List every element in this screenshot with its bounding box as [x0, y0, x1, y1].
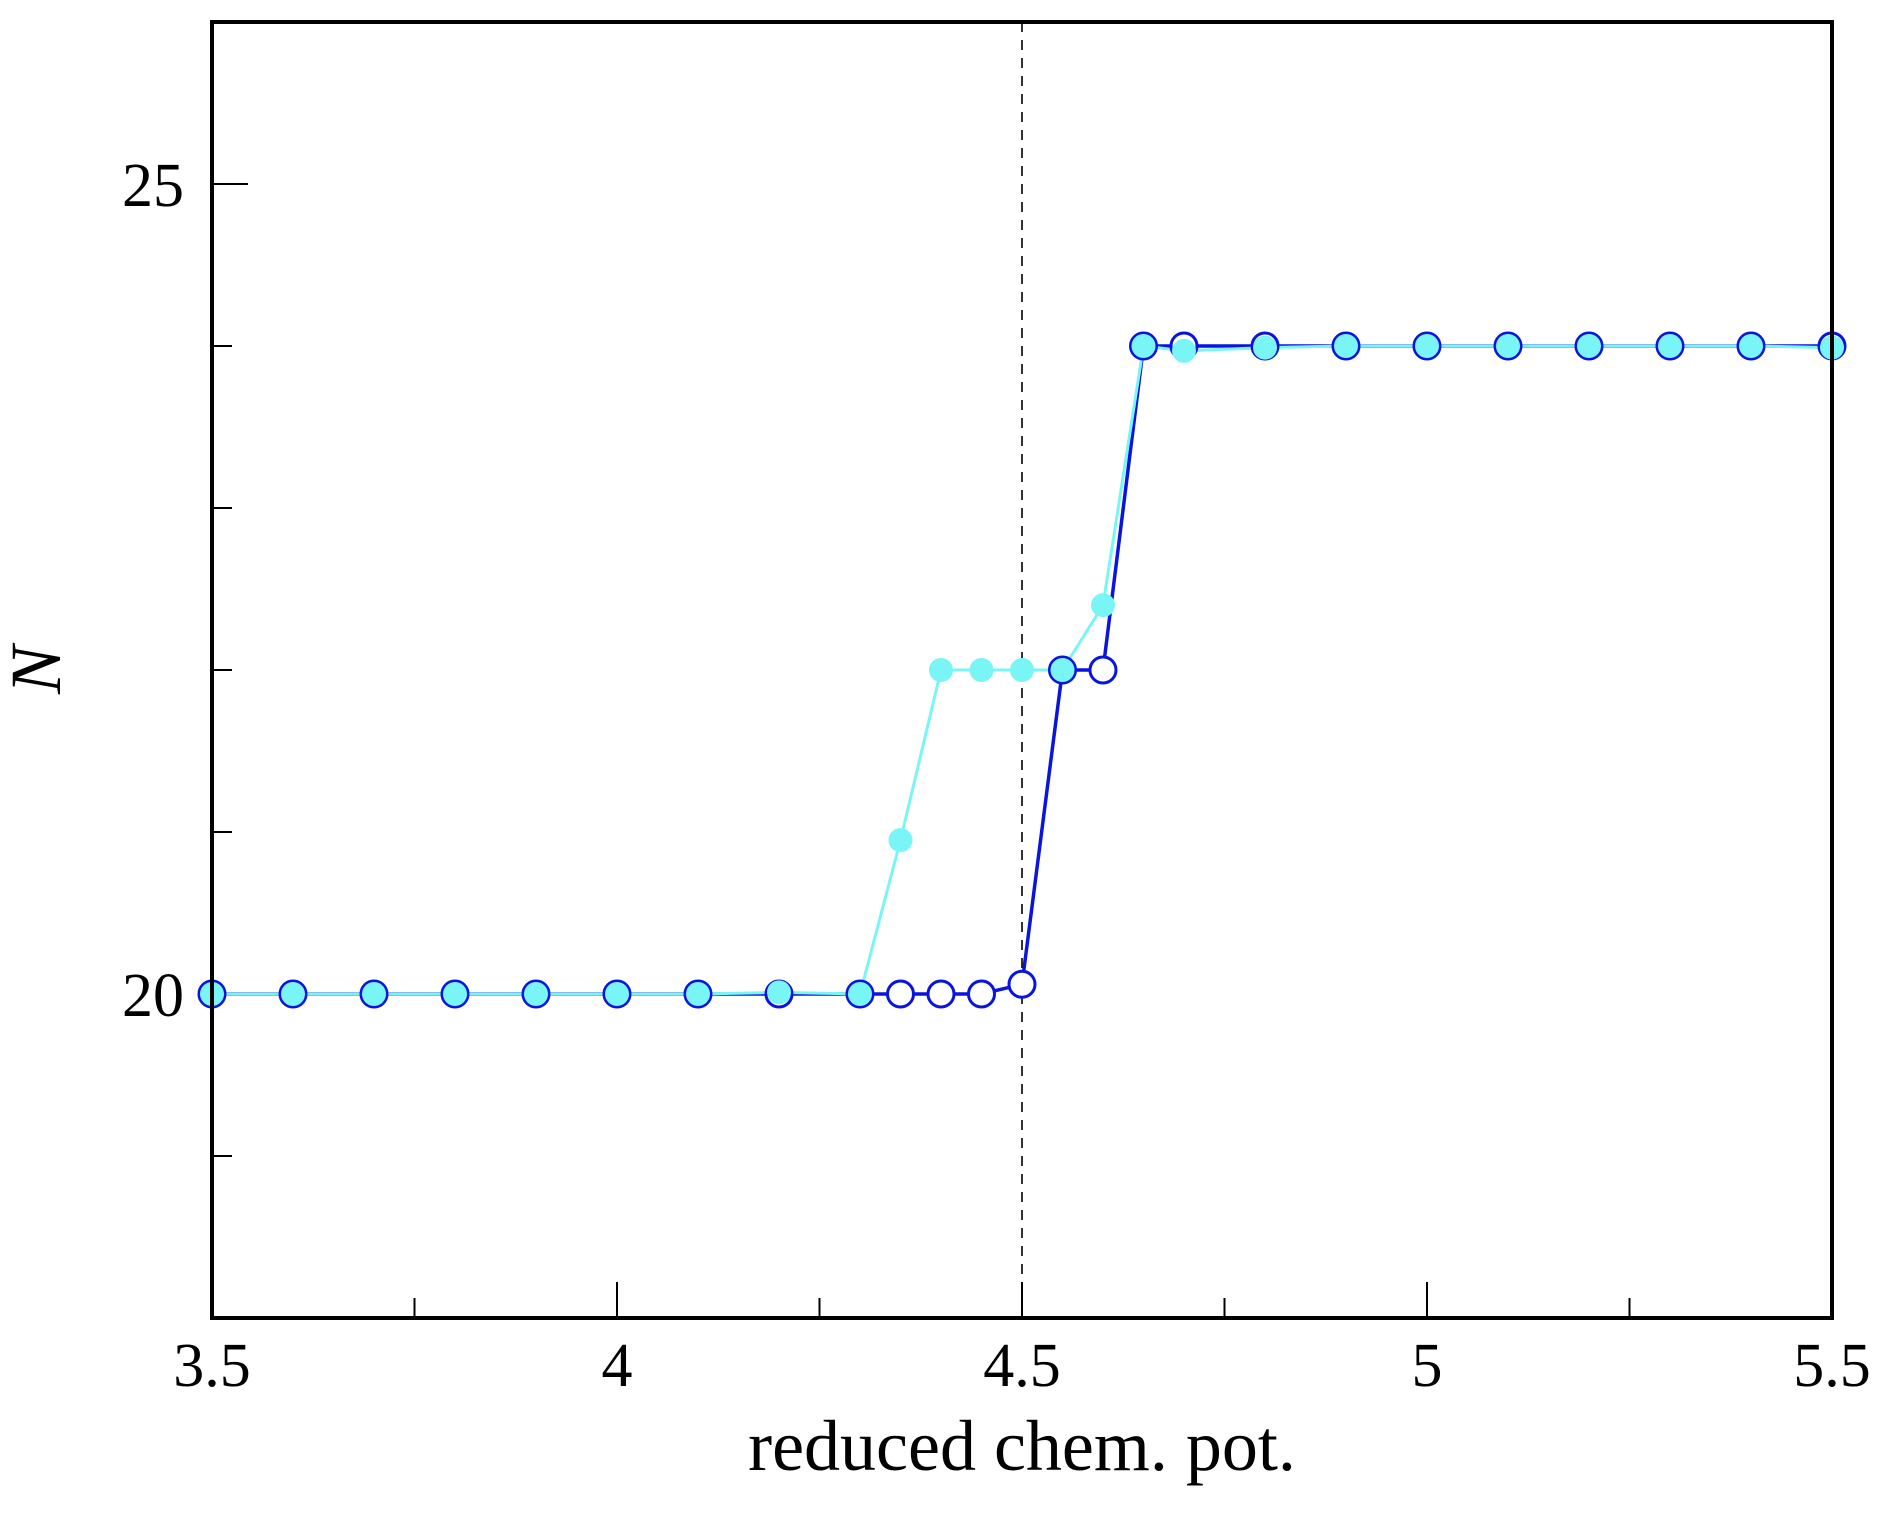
data-point: [686, 982, 710, 1006]
data-point: [443, 982, 467, 1006]
x-tick-label: 4.5: [983, 1332, 1061, 1400]
y-axis-title: N: [0, 642, 76, 695]
series-group: [197, 331, 1847, 1009]
data-point: [767, 980, 791, 1005]
data-point: [362, 982, 386, 1006]
data-point: [1739, 334, 1763, 358]
data-point: [1050, 658, 1075, 682]
data-point: [1658, 334, 1682, 358]
data-point: [1496, 334, 1520, 358]
data-point: [888, 828, 913, 853]
data-point: [886, 979, 915, 1009]
x-tick-label: 3.5: [173, 1332, 251, 1400]
x-tick-label: 4: [602, 1332, 633, 1400]
data-point: [1131, 334, 1156, 358]
data-point: [1253, 335, 1277, 360]
data-point: [524, 982, 548, 1006]
data-point: [605, 982, 629, 1006]
data-point: [967, 979, 996, 1009]
data-point: [926, 979, 956, 1009]
x-tick-label: 5: [1412, 1332, 1443, 1400]
x-axis-title: reduced chem. pot.: [748, 1406, 1296, 1486]
data-point: [969, 658, 994, 682]
data-point: [929, 658, 953, 682]
data-point: [1091, 593, 1115, 618]
data-point: [1088, 655, 1118, 685]
data-point: [1007, 969, 1037, 999]
data-point: [281, 982, 305, 1006]
data-point: [848, 982, 872, 1006]
data-point: [1334, 334, 1358, 358]
plot-frame: [210, 20, 1834, 1320]
data-point: [1172, 338, 1196, 363]
data-point: [1415, 334, 1439, 358]
x-tick-label: 5.5: [1793, 1332, 1871, 1400]
y-tick-label: 20: [122, 962, 184, 1030]
data-point: [1577, 334, 1601, 358]
y-tick-label: 25: [122, 152, 184, 220]
tick-labels: 3.5 4 4.5 5 5.5 20 25: [122, 152, 1871, 1400]
data-point: [1010, 658, 1034, 682]
